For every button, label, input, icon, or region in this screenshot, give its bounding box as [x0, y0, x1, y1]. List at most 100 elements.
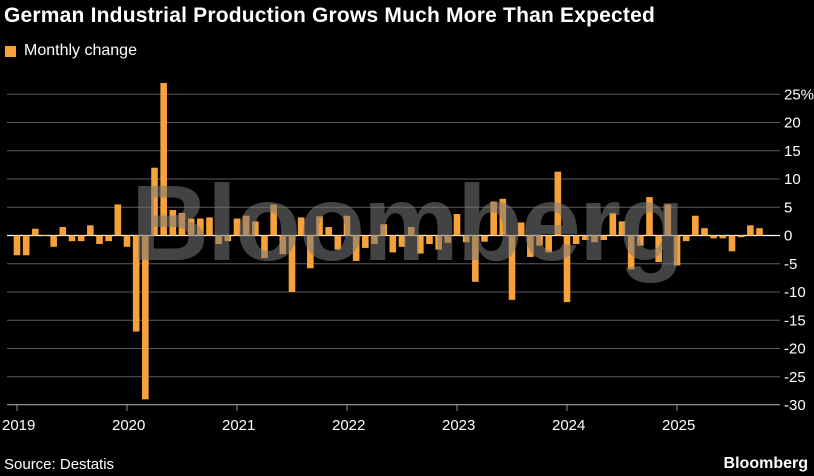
bar — [710, 235, 717, 239]
x-tick-label: 2025 — [662, 417, 695, 434]
bar — [307, 235, 314, 269]
bar — [261, 235, 268, 259]
bar — [59, 227, 67, 236]
bar — [233, 218, 241, 236]
y-tick-label: -5 — [784, 256, 797, 273]
bar — [609, 212, 617, 236]
bar — [747, 225, 754, 236]
y-tick-label: -20 — [784, 341, 806, 358]
bar — [242, 215, 250, 236]
bar — [288, 235, 296, 292]
bar — [618, 221, 626, 236]
bar — [435, 235, 442, 250]
y-tick-label: -10 — [784, 284, 806, 301]
y-axis: 25% 20 15 10 5 0 -5 -10 -15 -20 -25 -30 — [784, 86, 814, 414]
y-tick-label: 25% — [784, 86, 814, 103]
x-tick-label: 2023 — [442, 417, 475, 434]
bar — [169, 210, 177, 236]
bar — [32, 228, 39, 236]
bar — [41, 234, 48, 236]
bar — [554, 171, 562, 236]
gridlines — [7, 93, 780, 406]
bar — [151, 167, 158, 236]
bar — [398, 235, 406, 247]
legend-label: Monthly change — [24, 42, 137, 59]
x-tick-label: 2020 — [112, 417, 145, 434]
bar — [215, 235, 222, 244]
bar — [673, 235, 681, 266]
bar — [582, 235, 589, 241]
bar — [96, 235, 103, 244]
bar — [279, 235, 287, 255]
bar — [481, 235, 488, 242]
bar — [508, 235, 516, 300]
y-tick-label: 5 — [784, 199, 792, 216]
bar — [719, 235, 727, 239]
bar — [50, 235, 57, 247]
bar — [160, 82, 167, 236]
x-tick-label: 2021 — [222, 417, 255, 434]
bar — [499, 198, 507, 236]
bar — [426, 235, 433, 244]
bar — [334, 235, 342, 250]
bar — [371, 235, 378, 244]
bars — [13, 82, 763, 400]
bar — [68, 235, 76, 242]
bar — [197, 218, 204, 236]
bar — [627, 235, 635, 270]
x-tick-label: 2022 — [332, 417, 365, 434]
bar — [380, 224, 387, 236]
x-tick-label: 2019 — [2, 417, 35, 434]
bar — [572, 235, 580, 244]
bar — [490, 201, 497, 236]
bar — [22, 235, 30, 256]
bar — [352, 235, 360, 261]
bar — [472, 235, 479, 282]
bar — [728, 235, 736, 252]
bar — [343, 215, 351, 236]
brand-logo: Bloomberg — [723, 455, 808, 472]
bar — [737, 235, 745, 238]
x-tick-label: 2024 — [552, 417, 585, 434]
bar — [178, 212, 186, 236]
bar — [224, 235, 232, 242]
bar — [325, 227, 332, 236]
bar — [87, 225, 94, 236]
bar — [637, 235, 644, 246]
bar — [407, 227, 415, 236]
bar — [756, 228, 763, 236]
bar — [646, 197, 653, 236]
bar — [536, 235, 543, 246]
bar — [187, 218, 195, 236]
y-tick-label: -25 — [784, 369, 806, 386]
y-tick-label: 20 — [784, 115, 801, 132]
bar — [664, 204, 672, 236]
bar — [563, 235, 571, 303]
bar — [206, 217, 213, 236]
legend-swatch — [5, 45, 16, 57]
y-tick-label: -15 — [784, 312, 806, 329]
x-axis: 2019 2020 2021 2022 2023 2024 2025 — [2, 404, 780, 434]
y-tick-label: -30 — [784, 397, 806, 414]
bar — [13, 235, 21, 256]
bar — [316, 216, 323, 236]
bar — [123, 235, 131, 247]
bar — [600, 235, 607, 241]
y-tick-label: 15 — [784, 143, 801, 160]
bar — [114, 204, 122, 236]
bar — [444, 235, 452, 243]
bar — [297, 217, 305, 236]
bar — [389, 235, 397, 253]
bar — [655, 235, 662, 263]
legend: Monthly change — [5, 42, 137, 60]
chart-title: German Industrial Production Grows Much … — [4, 4, 656, 27]
bar — [462, 235, 470, 243]
bar — [453, 214, 461, 236]
bar — [692, 215, 699, 236]
bar — [252, 221, 259, 236]
bar — [591, 235, 598, 243]
bar — [77, 235, 85, 242]
source-note: Source: Destatis — [4, 456, 115, 473]
bar — [517, 222, 525, 236]
